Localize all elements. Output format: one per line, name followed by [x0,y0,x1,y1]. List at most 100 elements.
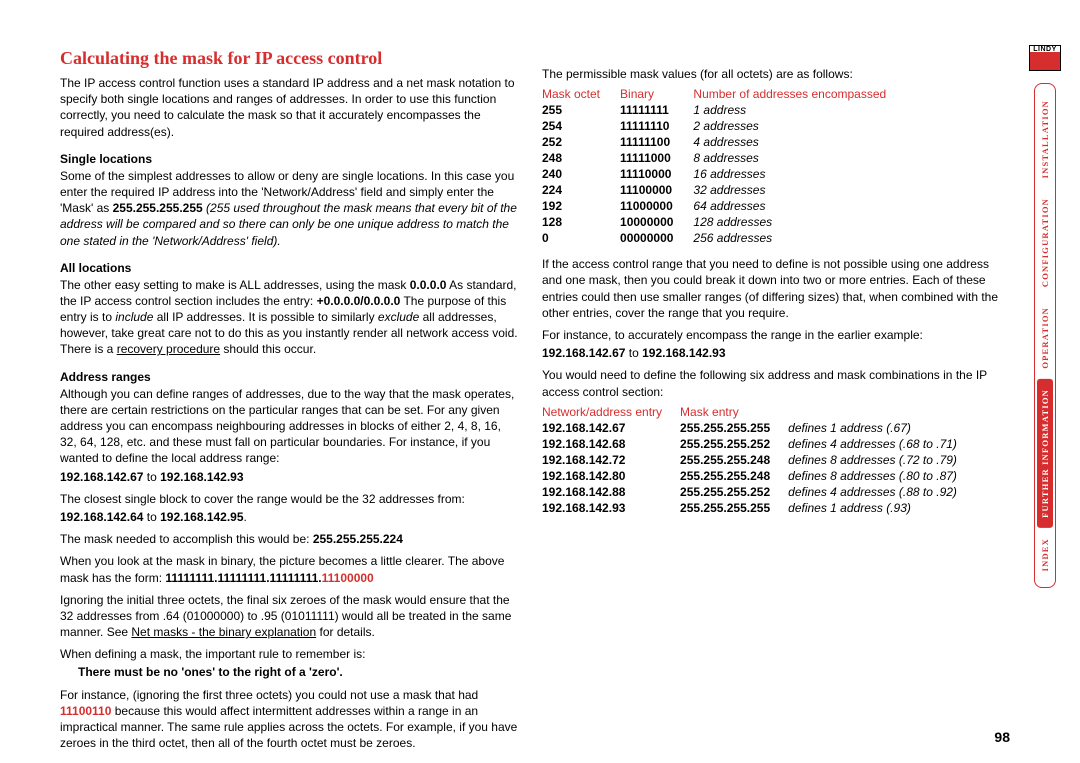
nav-operation[interactable]: OPERATION [1037,297,1053,379]
netaddr-mask: 255.255.255.255 [680,500,788,516]
all-mask0: 0.0.0.0 [410,278,447,292]
sidebar: LINDY INSTALLATION CONFIGURATION OPERATI… [1025,45,1065,588]
mask-binary: 11000000 [620,198,693,214]
netaddr-mask: 255.255.255.248 [680,452,788,468]
mask-num: 256 addresses [693,230,906,246]
range-heading: Address ranges [60,370,518,384]
mask-binary: 11111110 [620,118,693,134]
all-p2b: all IP addresses. It is possible to simi… [153,310,378,324]
range-ex2a: 192.168.142.64 [60,510,143,524]
nav-index[interactable]: INDEX [1037,528,1053,581]
mask-row: 2401111000016 addresses [542,166,906,182]
netaddr-mask: 255.255.255.252 [680,484,788,500]
range-to1: to [143,470,160,484]
netmasks-link[interactable]: Net masks - the binary explanation [131,625,316,639]
mask-num: 1 address [693,102,906,118]
mask-num: 8 addresses [693,150,906,166]
mask-octet: 254 [542,118,620,134]
mask-binary: 11110000 [620,166,693,182]
range-p5: Ignoring the initial three octets, the f… [60,592,518,641]
mask-row: 248111110008 addresses [542,150,906,166]
range-bin1: 11111111.11111111.11111111. [165,571,321,585]
range-p7: For instance, (ignoring the first three … [60,687,518,752]
nav-installation[interactable]: INSTALLATION [1037,90,1053,188]
netaddr-row: 192.168.142.93255.255.255.255defines 1 a… [542,500,975,516]
mask-num: 4 addresses [693,134,906,150]
mask-row: 254111111102 addresses [542,118,906,134]
range-ex1a: 192.168.142.67 [60,470,143,484]
mask-binary: 00000000 [620,230,693,246]
netaddr-def: defines 8 addresses (.80 to .87) [788,468,975,484]
netaddr-addr: 192.168.142.68 [542,436,680,452]
mask-table: Mask octet Binary Number of addresses en… [542,86,906,246]
mask-octet: 0 [542,230,620,246]
col2-p4: You would need to define the following s… [542,367,1000,399]
nav-configuration[interactable]: CONFIGURATION [1037,188,1053,297]
netaddr-def: defines 4 addresses (.88 to .92) [788,484,975,500]
mask-num: 16 addresses [693,166,906,182]
range-p3: The mask needed to accomplish this would… [60,531,518,547]
netaddr-def: defines 4 addresses (.68 to .71) [788,436,975,452]
netaddr-mask: 255.255.255.248 [680,468,788,484]
netaddr-th-blank [788,404,975,420]
mask-row: 1921100000064 addresses [542,198,906,214]
mask-octet: 224 [542,182,620,198]
col2-p2: If the access control range that you nee… [542,256,1000,321]
netaddr-mask: 255.255.255.255 [680,420,788,436]
netaddr-th-net: Network/address entry [542,404,680,420]
col2-p3: For instance, to accurately encompass th… [542,327,1000,343]
range-badbin: 11100110 [60,704,111,718]
mask-row: 2241110000032 addresses [542,182,906,198]
left-column: Calculating the mask for IP access contr… [60,48,518,757]
netaddr-row: 192.168.142.88255.255.255.252defines 4 a… [542,484,975,500]
mask-num: 64 addresses [693,198,906,214]
netaddr-def: defines 1 address (.67) [788,420,975,436]
netaddr-addr: 192.168.142.88 [542,484,680,500]
range-p3-text: The mask needed to accomplish this would… [60,532,313,546]
netaddr-mask: 255.255.255.252 [680,436,788,452]
range-ex2b: 192.168.142.95 [160,510,243,524]
netaddr-row: 192.168.142.68255.255.255.252defines 4 a… [542,436,975,452]
mask-binary: 11111111 [620,102,693,118]
recovery-link[interactable]: recovery procedure [117,342,220,356]
netaddr-row: 192.168.142.80255.255.255.248defines 8 a… [542,468,975,484]
mask-th-octet: Mask octet [542,86,620,102]
col2-ex1: 192.168.142.67 to 192.168.142.93 [542,345,1000,361]
netaddr-th-mask: Mask entry [680,404,788,420]
all-para: The other easy setting to make is ALL ad… [60,277,518,358]
range-p6: When defining a mask, the important rule… [60,646,518,662]
mask-octet: 255 [542,102,620,118]
range-p4: When you look at the mask in binary, the… [60,553,518,585]
netaddr-addr: 192.168.142.72 [542,452,680,468]
nav-further[interactable]: FURTHER INFORMATION [1037,379,1053,528]
all-include: include [115,310,153,324]
mask-binary: 11111000 [620,150,693,166]
single-heading: Single locations [60,152,518,166]
mask-octet: 128 [542,214,620,230]
range-ex1: 192.168.142.67 to 192.168.142.93 [60,469,518,485]
netaddr-row: 192.168.142.72255.255.255.248defines 8 a… [542,452,975,468]
all-entry: +0.0.0.0/0.0.0.0 [317,294,401,308]
mask-row: 000000000256 addresses [542,230,906,246]
nav: INSTALLATION CONFIGURATION OPERATION FUR… [1034,83,1056,588]
range-mask: 255.255.255.224 [313,532,403,546]
mask-row: 12810000000128 addresses [542,214,906,230]
range-p7a: For instance, (ignoring the first three … [60,688,478,702]
range-bin2: 11100000 [322,571,374,585]
netaddr-addr: 192.168.142.67 [542,420,680,436]
logo-red [1030,52,1060,70]
range-ex2: 192.168.142.64 to 192.168.142.95. [60,509,518,525]
mask-octet: 240 [542,166,620,182]
all-heading: All locations [60,261,518,275]
all-exclude: exclude [378,310,419,324]
range-p2: The closest single block to cover the ra… [60,491,518,507]
single-para: Some of the simplest addresses to allow … [60,168,518,249]
intro-para: The IP access control function uses a st… [60,75,518,140]
mask-octet: 192 [542,198,620,214]
col2-p1: The permissible mask values (for all oct… [542,66,1000,82]
range-p5b: for details. [316,625,375,639]
mask-th-binary: Binary [620,86,693,102]
range-p1: Although you can define ranges of addres… [60,386,518,467]
range-p7b: because this would affect intermittent a… [60,704,517,750]
mask-octet: 252 [542,134,620,150]
